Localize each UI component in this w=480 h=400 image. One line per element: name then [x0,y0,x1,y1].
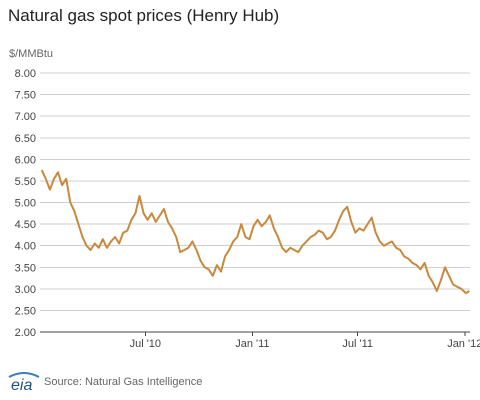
price-series-line [40,169,470,295]
y-axis-unit-label: $/MMBtu [9,48,54,60]
source-note: Source: Natural Gas Intelligence [44,376,203,388]
y-tick-label: 5.00 [15,198,36,210]
x-tick-label: Jul '10 [130,338,161,350]
y-tick-label: 4.00 [15,241,36,253]
y-tick-label: 3.50 [15,262,36,274]
y-tick-label: 6.00 [15,154,36,166]
y-tick-label: 5.50 [15,176,36,188]
eia-logo-text: eia [11,377,32,394]
x-tick-label: Jan '12 [447,338,480,350]
x-tick-label: Jan '11 [235,338,269,350]
y-tick-label: 3.00 [15,284,36,296]
y-tick-label: 6.50 [15,133,36,145]
y-tick-label: 8.00 [15,68,36,80]
price-line-chart: 2.00 2.50 3.00 3.50 4.00 4.50 5.00 5.50 6.00 6.50… [15,68,480,350]
y-tick-label: 2.50 [15,305,36,317]
x-tick-label: Jul '11 [342,338,373,350]
y-tick-label: 4.50 [15,219,36,231]
y-tick-label: 7.50 [15,90,36,102]
y-tick-label: 7.00 [15,111,36,123]
eia-logo: eia [8,372,40,394]
y-tick-label: 2.00 [15,327,36,339]
eia-logo-arc [8,372,40,378]
chart-title: Natural gas spot prices (Henry Hub) [8,6,280,25]
